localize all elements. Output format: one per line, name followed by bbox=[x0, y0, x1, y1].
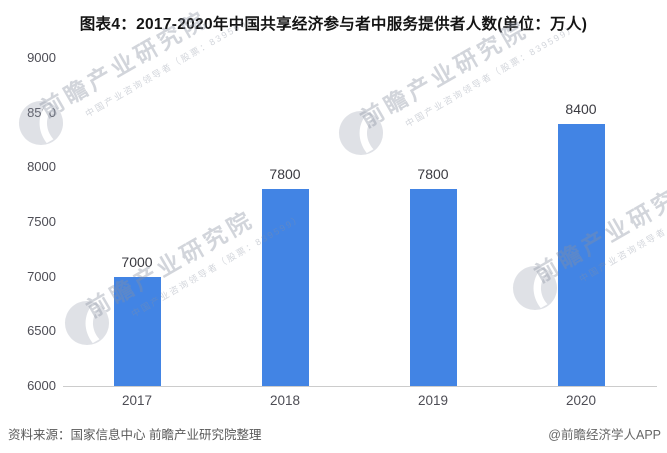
y-tick-label: 6500 bbox=[27, 323, 56, 339]
bar-2018 bbox=[261, 189, 309, 386]
qianzhan-logo-icon bbox=[64, 300, 110, 346]
credit-text: @前瞻经济学人APP bbox=[548, 428, 661, 442]
y-tick-label: 7000 bbox=[27, 268, 56, 284]
bar-value-label: 8400 bbox=[565, 100, 597, 117]
bar-value-label: 7000 bbox=[121, 253, 153, 270]
bar-2019 bbox=[409, 189, 457, 386]
qianzhan-logo-icon bbox=[338, 110, 384, 156]
y-tick-label: 9000 bbox=[27, 50, 56, 65]
bar-2017 bbox=[113, 276, 161, 386]
y-tick-label: 7500 bbox=[27, 214, 56, 229]
x-axis-line bbox=[63, 386, 657, 387]
bar-value-label: 7800 bbox=[417, 166, 449, 183]
footer: 资料来源：国家信息中心 前瞻产业研究院整理 @前瞻经济学人APP bbox=[0, 424, 667, 444]
y-tick-label: 8000 bbox=[27, 159, 56, 175]
y-tick-label: 8500 bbox=[27, 104, 56, 120]
watermark-text: 前瞻产业研究院 中国产业咨询领导者（股票：839599） bbox=[356, 15, 579, 133]
bar-2020 bbox=[557, 123, 605, 386]
source-text: 资料来源：国家信息中心 前瞻产业研究院整理 bbox=[8, 428, 262, 442]
x-axis-label: 2020 bbox=[565, 393, 597, 408]
y-tick-label: 6000 bbox=[27, 378, 56, 393]
bar-value-label: 7800 bbox=[269, 166, 301, 183]
x-axis-label: 2019 bbox=[417, 393, 449, 408]
watermark-text: 前瞻产业研究院 中国产业咨询领导者（股票：839599） bbox=[36, 5, 259, 123]
x-axis-label: 2017 bbox=[121, 393, 153, 408]
x-axis-label: 2018 bbox=[269, 393, 301, 408]
qianzhan-logo-icon bbox=[512, 265, 558, 311]
chart-title: 图表4：2017-2020年中国共享经济参与者中服务提供者人数(单位：万人) bbox=[79, 16, 588, 33]
